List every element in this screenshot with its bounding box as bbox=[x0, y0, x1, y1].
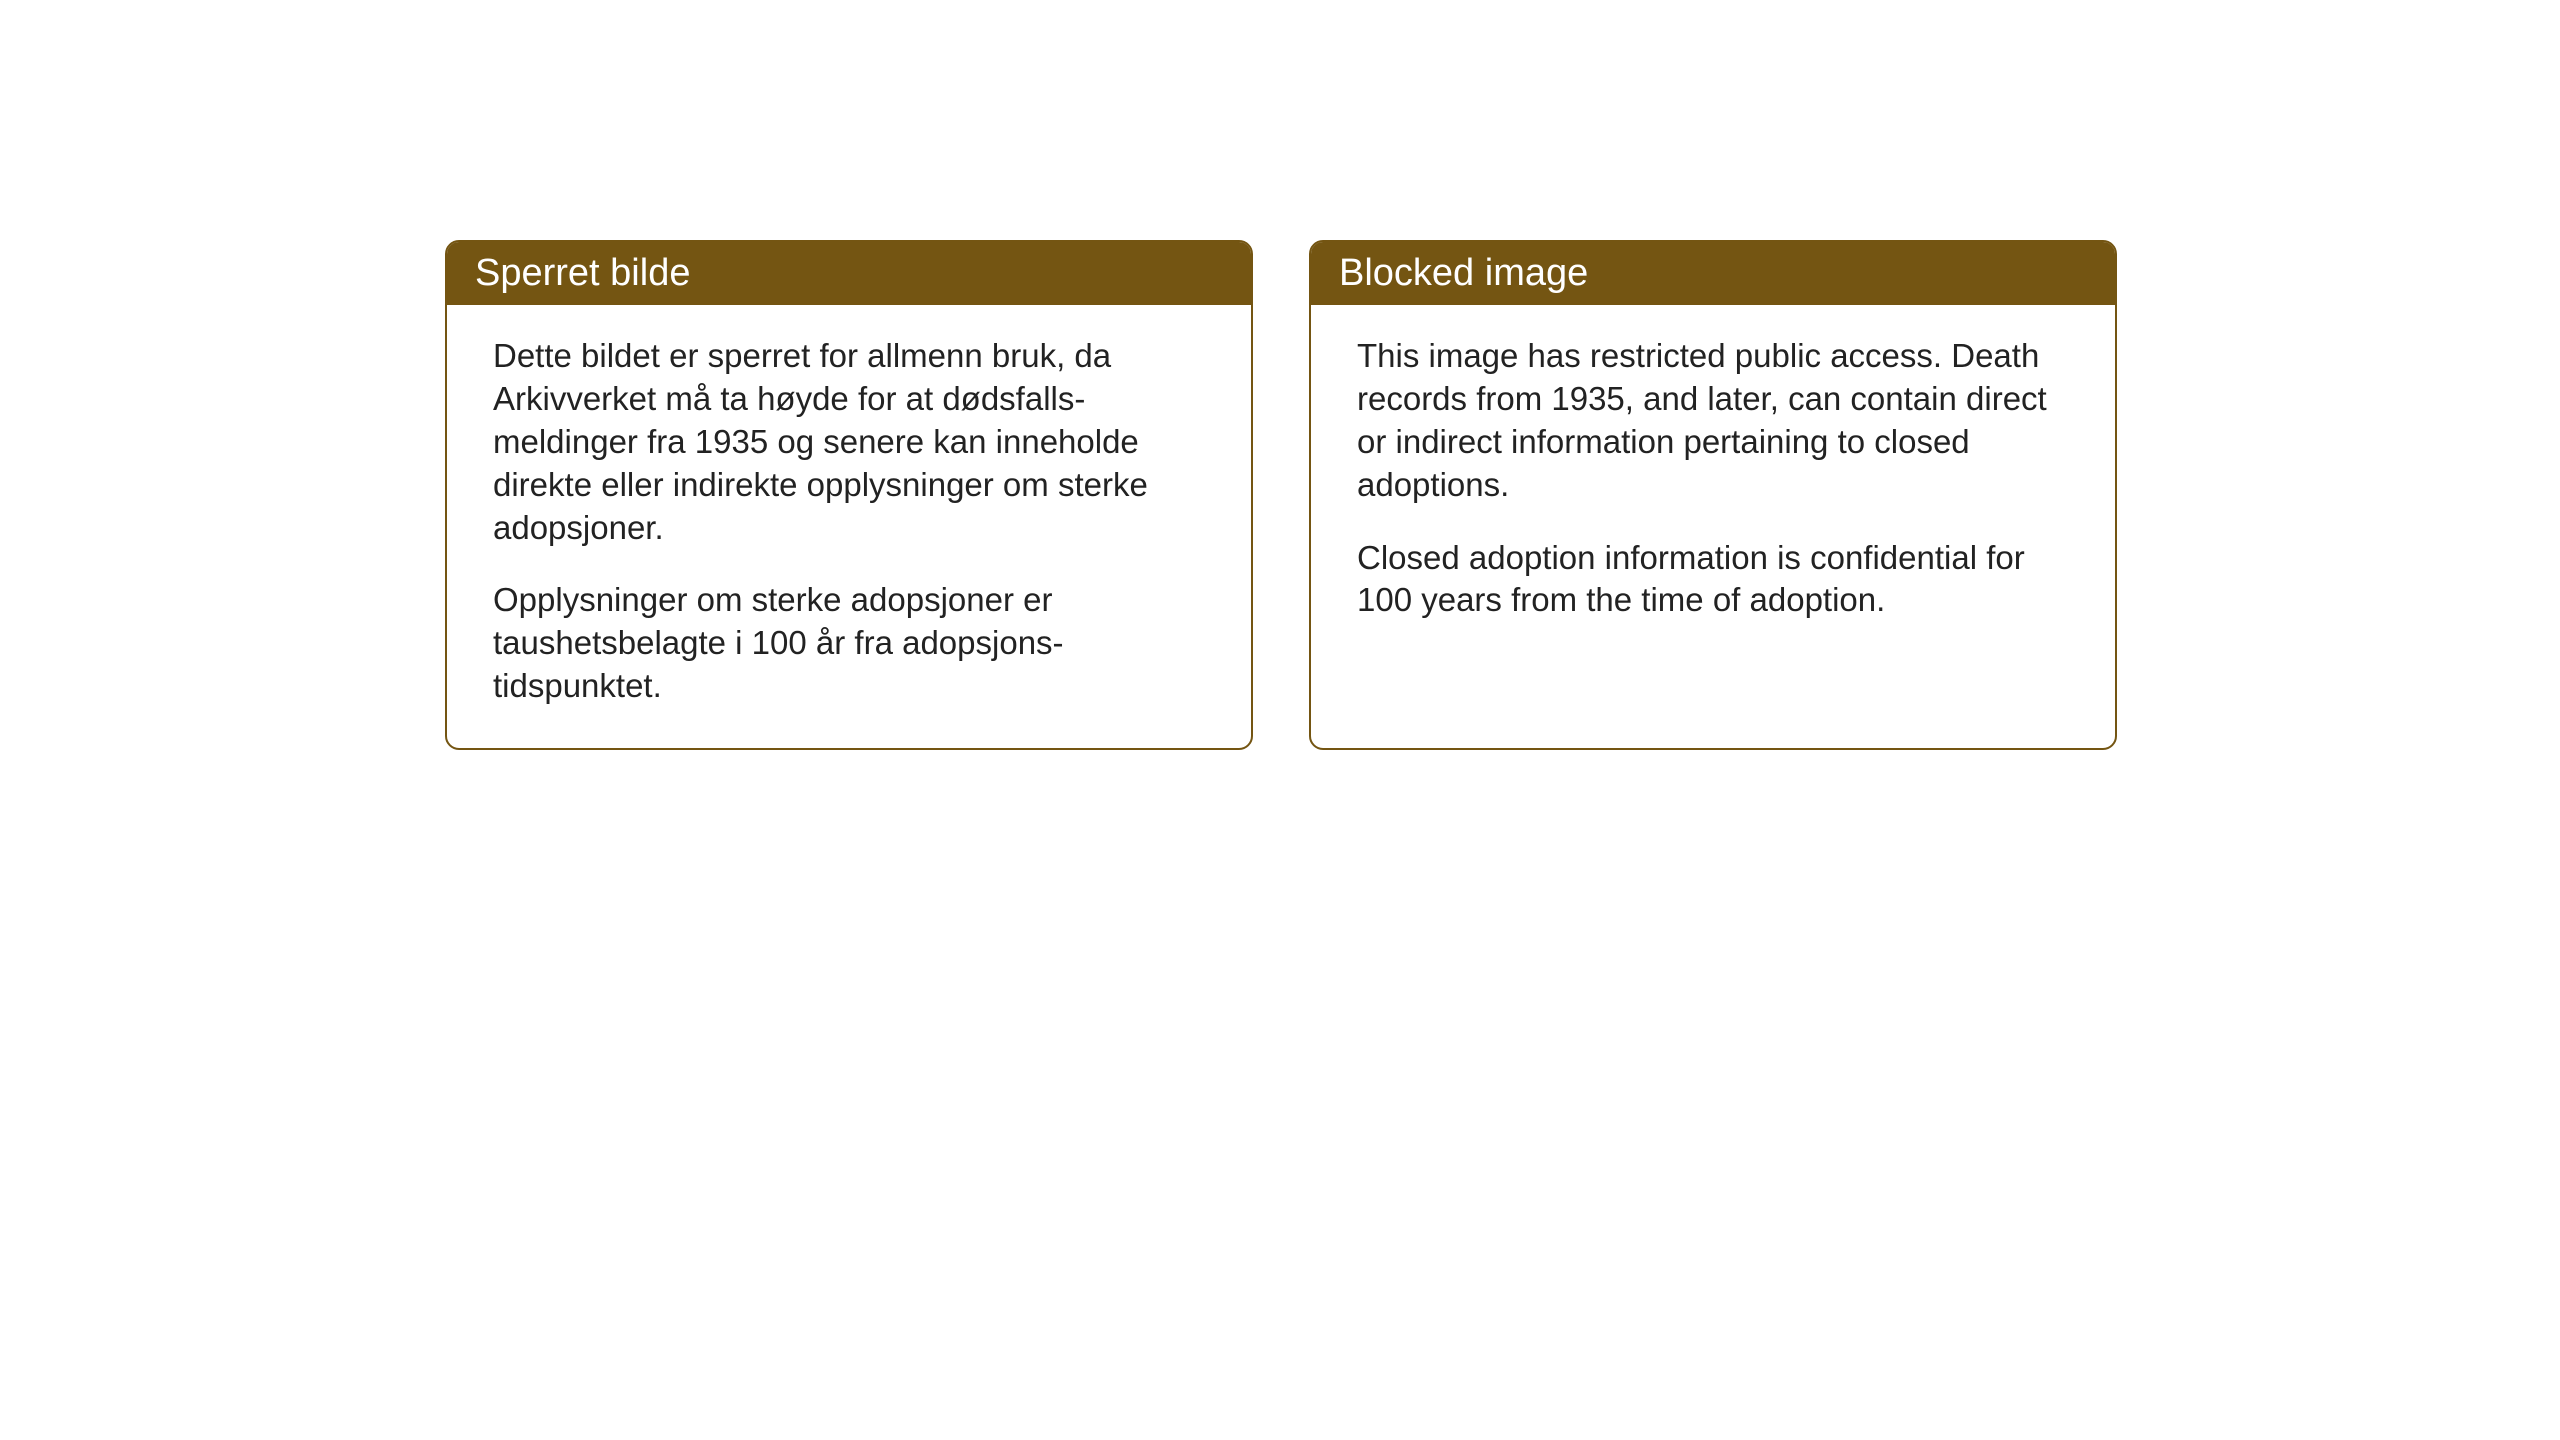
norwegian-paragraph-1: Dette bildet er sperret for allmenn bruk… bbox=[493, 335, 1205, 549]
english-card-header: Blocked image bbox=[1311, 242, 2115, 305]
english-paragraph-2: Closed adoption information is confident… bbox=[1357, 537, 2069, 623]
norwegian-card-header: Sperret bilde bbox=[447, 242, 1251, 305]
english-paragraph-1: This image has restricted public access.… bbox=[1357, 335, 2069, 507]
english-card-body: This image has restricted public access.… bbox=[1311, 305, 2115, 662]
norwegian-notice-card: Sperret bilde Dette bildet er sperret fo… bbox=[445, 240, 1253, 750]
norwegian-card-body: Dette bildet er sperret for allmenn bruk… bbox=[447, 305, 1251, 748]
english-card-title: Blocked image bbox=[1339, 252, 1588, 294]
english-notice-card: Blocked image This image has restricted … bbox=[1309, 240, 2117, 750]
notice-container: Sperret bilde Dette bildet er sperret fo… bbox=[445, 240, 2117, 750]
norwegian-paragraph-2: Opplysninger om sterke adopsjoner er tau… bbox=[493, 579, 1205, 708]
norwegian-card-title: Sperret bilde bbox=[475, 252, 690, 294]
